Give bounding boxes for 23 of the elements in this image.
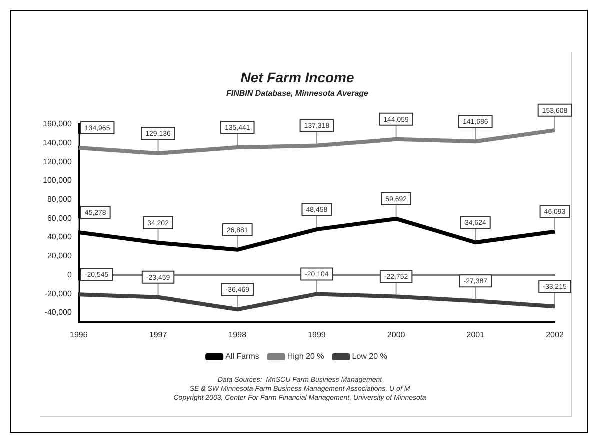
y-tick-label: 0 bbox=[67, 270, 72, 280]
x-tick-label: 1999 bbox=[308, 330, 326, 340]
chart-subtitle: FINBIN Database, Minnesota Average bbox=[226, 88, 370, 98]
legend-label: High 20 % bbox=[287, 352, 324, 362]
y-tick-label: 40,000 bbox=[47, 232, 72, 242]
y-tick-label: 100,000 bbox=[42, 176, 72, 186]
x-tick-label: 1997 bbox=[149, 330, 168, 340]
x-tick-label: 2001 bbox=[466, 330, 486, 340]
y-tick-label: 140,000 bbox=[42, 138, 72, 148]
x-tick-label: 2002 bbox=[546, 330, 564, 340]
x-tick-label: 1996 bbox=[70, 330, 88, 340]
legend-label: Low 20 % bbox=[352, 352, 388, 362]
y-tick-label: 20,000 bbox=[47, 252, 72, 261]
legend-label: All Farms bbox=[226, 352, 260, 362]
x-tick-label: 2000 bbox=[387, 330, 406, 340]
y-tick-label: 120,000 bbox=[42, 157, 72, 166]
x-tick-label: 1998 bbox=[228, 330, 248, 340]
y-tick-label: -20,000 bbox=[44, 289, 72, 298]
y-tick-label: 160,000 bbox=[42, 120, 72, 129]
y-tick-label: 60,000 bbox=[47, 214, 72, 223]
chart-title: Net Farm Income bbox=[240, 69, 355, 86]
y-tick-label: -40,000 bbox=[44, 308, 72, 318]
y-tick-label: 80,000 bbox=[47, 195, 72, 204]
